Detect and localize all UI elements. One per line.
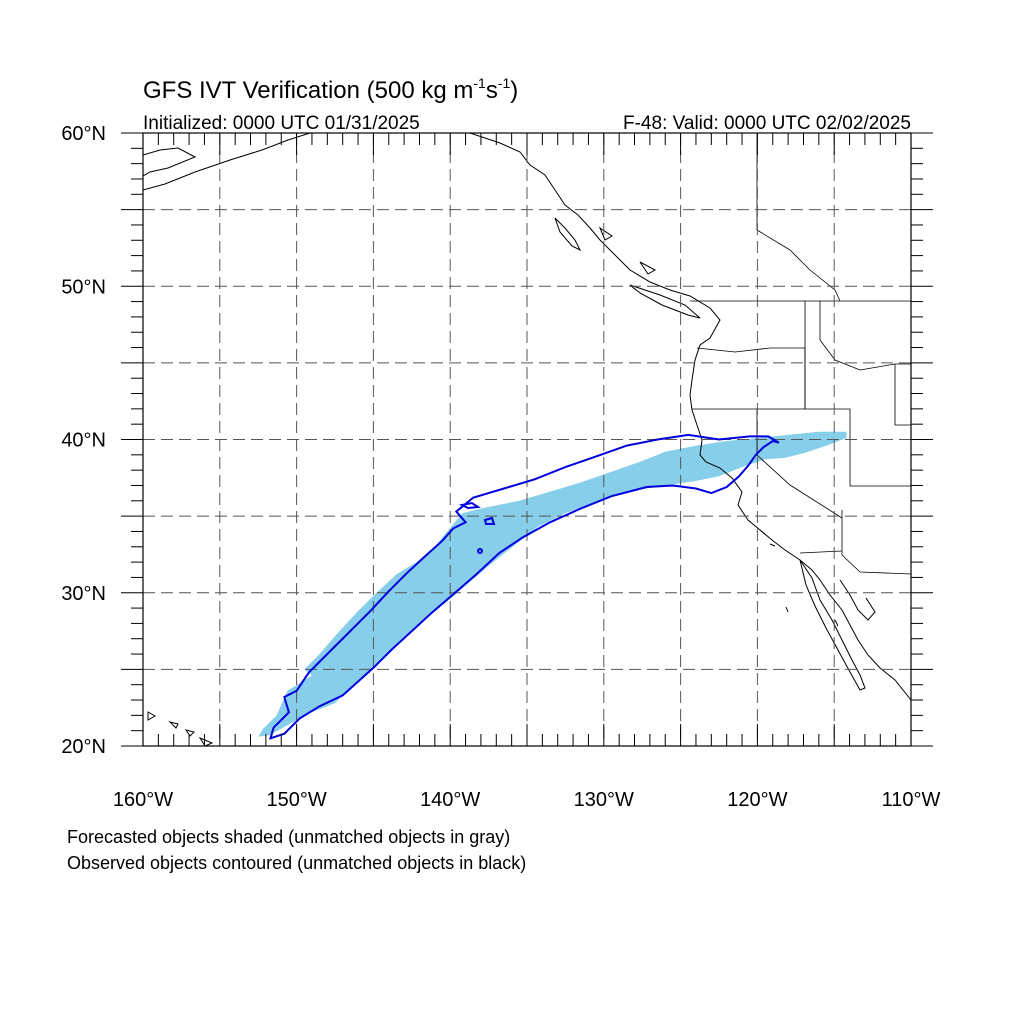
observed-small-contours <box>458 501 496 554</box>
y-tick-label: 30°N <box>61 583 106 605</box>
observed-small-contour-1 <box>458 501 481 510</box>
grid-lines <box>143 133 911 746</box>
bc-islands <box>554 217 701 319</box>
valid-subtitle: F-48: Valid: 0000 UTC 02/02/2025 <box>623 113 911 134</box>
x-tick-label: 120°W <box>727 789 787 811</box>
x-tick-label: 160°W <box>113 789 173 811</box>
y-tick-label: 20°N <box>61 736 106 758</box>
forecast-legend-text: Forecasted objects shaded (unmatched obj… <box>67 827 510 847</box>
us-mexico-border <box>799 550 843 554</box>
x-tick-label: 150°W <box>266 789 326 811</box>
oregon-nevada-utah-borders <box>692 408 911 487</box>
x-tick-label: 140°W <box>420 789 480 811</box>
coastlines <box>143 133 911 746</box>
observed-small-contour-2 <box>483 516 496 525</box>
map-layers <box>143 133 911 746</box>
y-tick-label: 50°N <box>61 276 106 298</box>
x-axis-labels: 160°W 150°W 140°W 130°W 120°W 110°W <box>113 789 941 811</box>
initialized-subtitle: Initialized: 0000 UTC 01/31/2025 <box>143 113 420 134</box>
x-tick-label: 110°W <box>882 789 941 811</box>
axis-ticks <box>121 132 933 747</box>
map-title: GFS IVT Verification (500 kg m-1s-1) <box>143 75 518 104</box>
observed-object-contour <box>269 433 780 740</box>
y-axis-labels: 20°N 30°N 40°N 50°N 60°N <box>61 123 106 758</box>
observed-small-contour-3 <box>477 548 483 554</box>
idaho-montana-borders <box>804 301 911 426</box>
y-tick-label: 40°N <box>61 430 106 452</box>
pacific-coastline <box>469 133 911 701</box>
small-islands <box>759 529 839 627</box>
x-tick-label: 130°W <box>574 789 634 811</box>
forecast-object-fill <box>258 431 847 737</box>
alaska-peninsula-coastline <box>143 133 311 191</box>
observed-legend-text: Observed objects contoured (unmatched ob… <box>67 853 526 873</box>
y-tick-label: 60°N <box>61 123 106 145</box>
hawaii-coastline <box>147 711 214 746</box>
arizona-border <box>841 510 911 575</box>
